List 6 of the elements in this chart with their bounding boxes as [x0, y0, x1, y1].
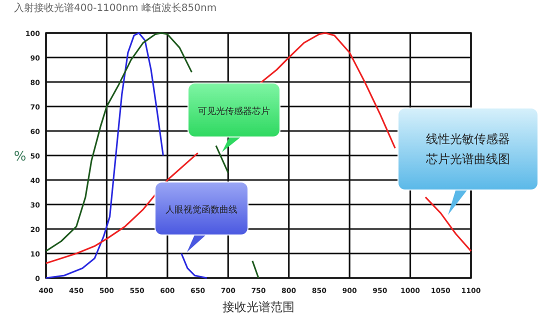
annotation: 可见光传感器芯片 [198, 106, 270, 117]
y-axis-title: % [14, 150, 26, 164]
annotation: 线性光敏传感器芯片光谱曲线图 [425, 132, 510, 166]
annotation: 人眼视觉函数曲线 [166, 204, 238, 216]
x-axis-title: 接收光谱范围 [222, 300, 294, 314]
text: 入射接收光谱400-1100nm 峰值波长850nm [14, 2, 217, 14]
